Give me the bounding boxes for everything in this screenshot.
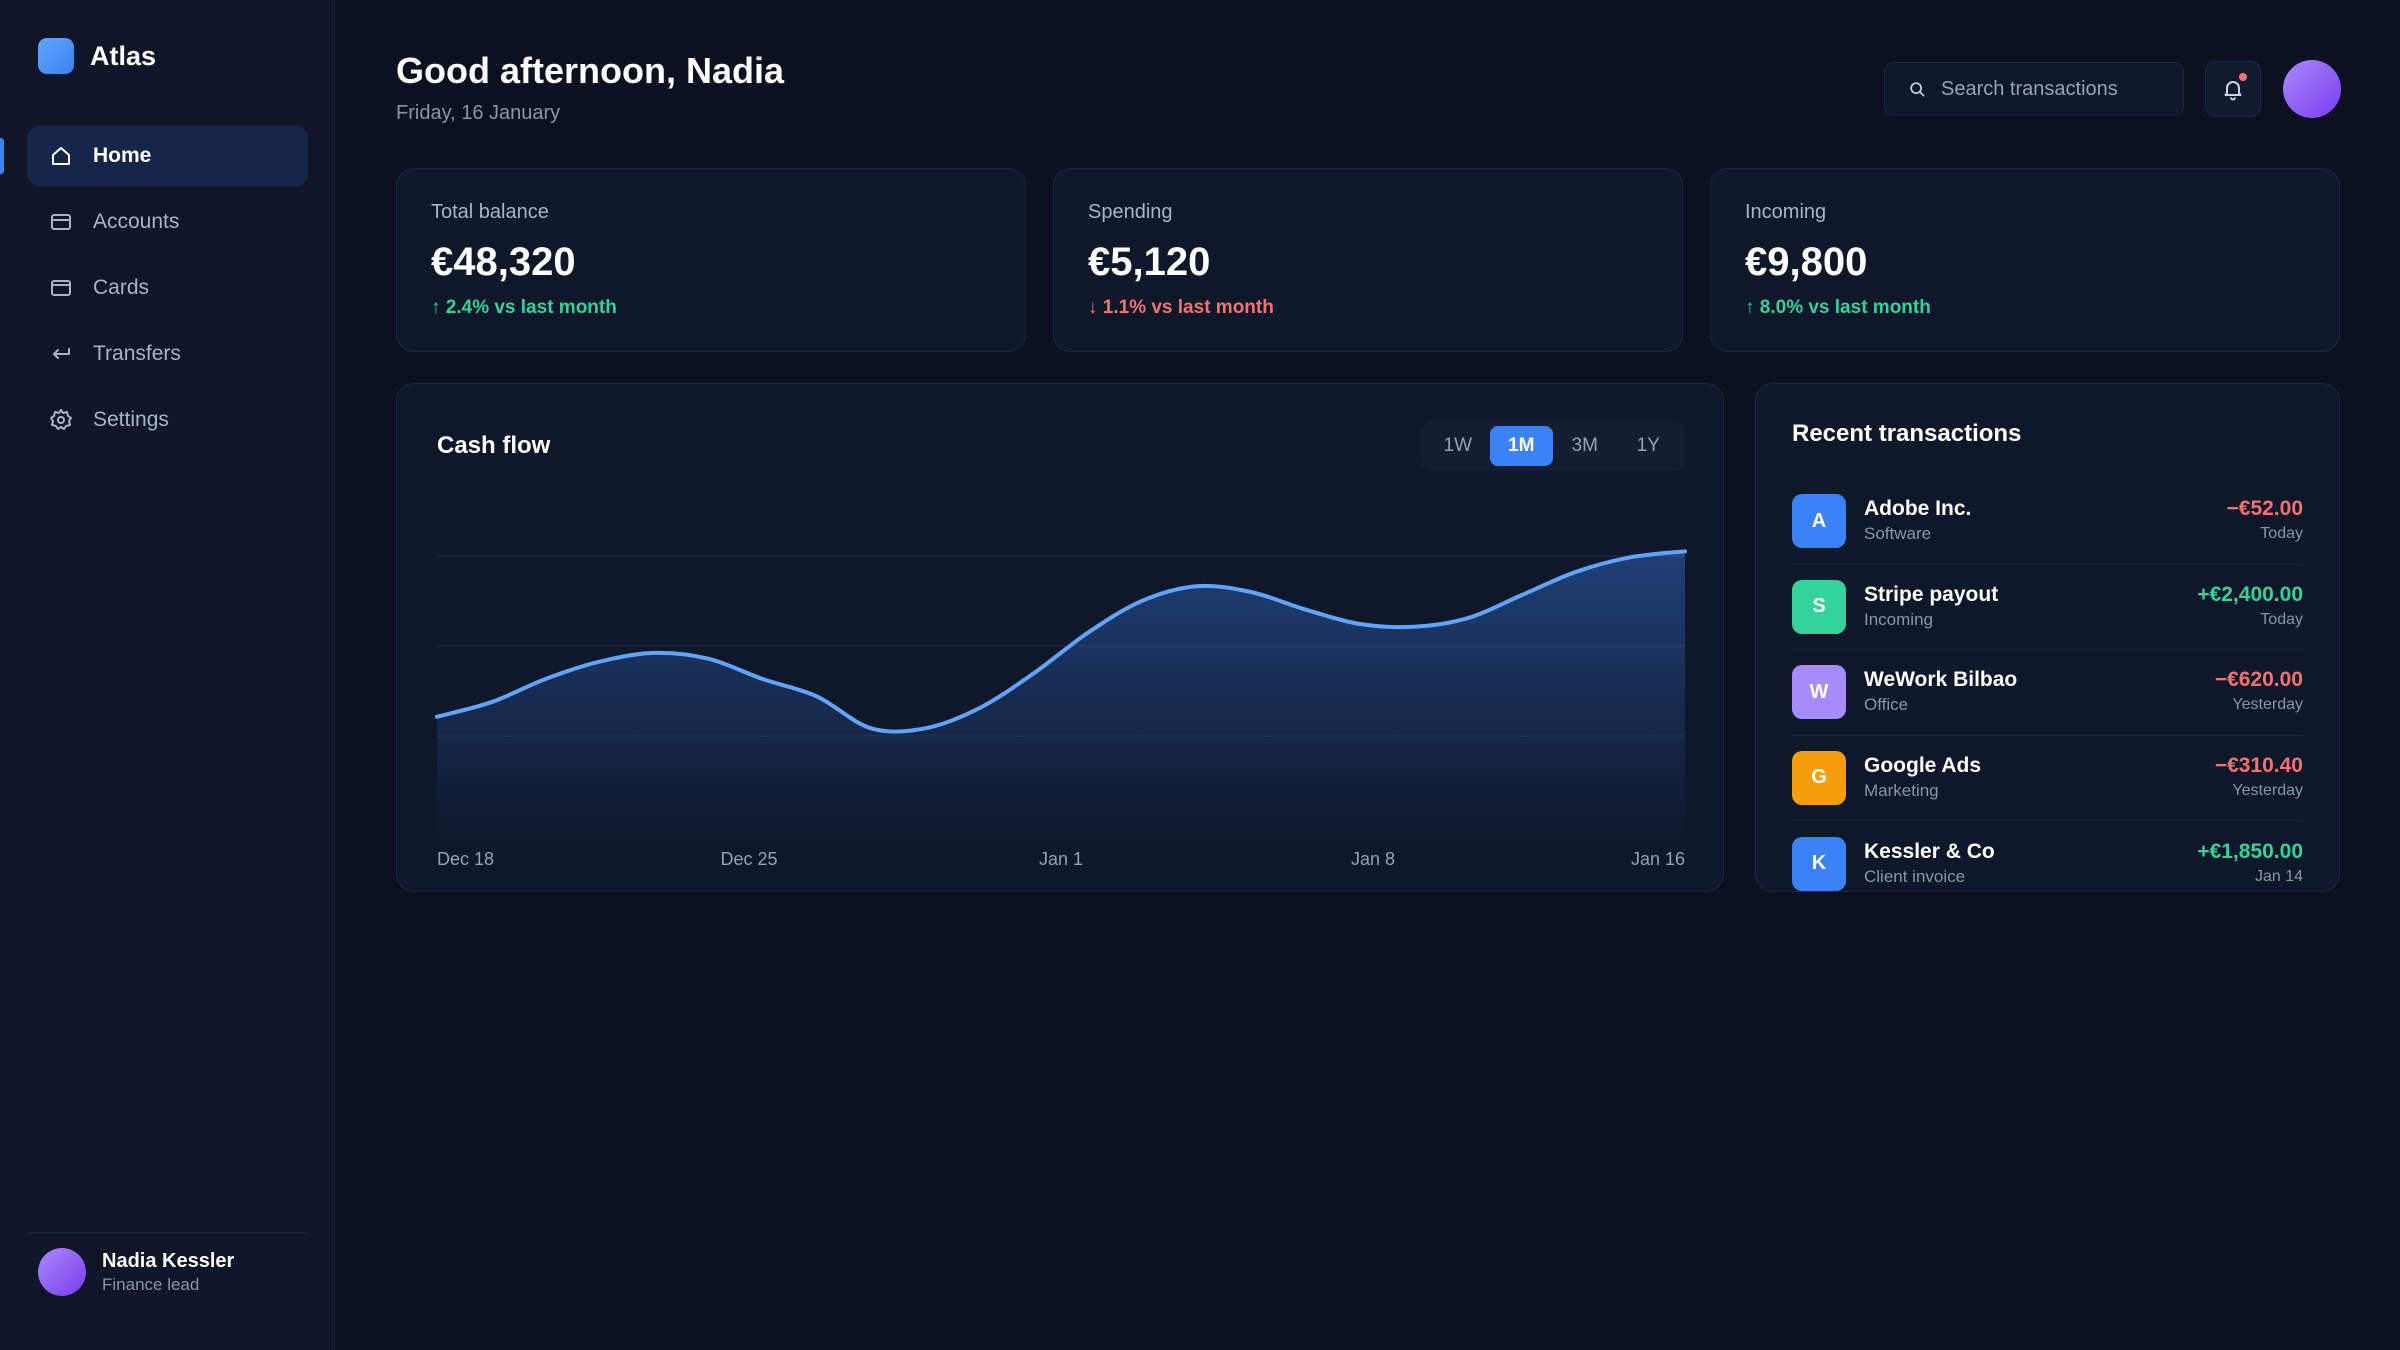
transaction-category: Incoming [1864, 609, 1933, 629]
transaction-name: WeWork Bilbao [1864, 668, 2018, 692]
transaction-category: Software [1864, 524, 1932, 544]
sidebar: Atlas Home Accounts Cards Transfers Sett… [0, 0, 335, 1350]
sidebar-nav: Home Accounts Cards Transfers Settings [27, 126, 308, 456]
cashflow-area [437, 551, 1685, 844]
credit-card-icon [51, 280, 71, 296]
merchant-avatar: W [1792, 665, 1846, 720]
merchant-avatar: K [1792, 836, 1846, 891]
x-tick-label: Jan 16 [1631, 849, 1685, 869]
search-input[interactable] [1941, 77, 2161, 101]
transaction-amount: +€2,400.00 [2197, 582, 2303, 606]
stat-card-total-balance: Total balance €48,320 ↑ 2.4% vs last mon… [396, 168, 1026, 352]
profile-name: Nadia Kessler [102, 1250, 235, 1272]
page-date: Friday, 16 January [396, 102, 561, 124]
x-tick-label: Jan 1 [1039, 849, 1083, 869]
bell-icon [2224, 81, 2242, 101]
transaction-time: Jan 14 [2254, 867, 2303, 885]
stat-card-spending: Spending €5,120 ↓ 1.1% vs last month [1053, 168, 1683, 352]
list-item[interactable]: G Google Ads Marketing −€310.40 Yesterda… [1792, 736, 2303, 821]
stat-label: Total balance [431, 201, 549, 223]
x-tick-label: Dec 18 [437, 849, 494, 869]
range-button-1m[interactable]: 1M [1489, 426, 1553, 466]
brand-name: Atlas [90, 40, 157, 71]
transaction-name: Google Ads [1864, 753, 1982, 777]
active-nav-indicator [0, 138, 4, 174]
user-avatar-button[interactable] [2283, 60, 2341, 118]
sidebar-item-accounts[interactable]: Accounts [27, 192, 308, 252]
sidebar-item-label: Transfers [93, 342, 181, 365]
transaction-name: Adobe Inc. [1864, 497, 1972, 521]
range-button-1w[interactable]: 1W [1443, 435, 1473, 456]
transaction-category: Client invoice [1864, 866, 1966, 886]
transaction-category: Office [1864, 695, 1909, 715]
stat-delta: ↑ 8.0% vs last month [1745, 297, 1931, 318]
transaction-name: Kessler & Co [1864, 839, 1995, 863]
stat-label: Spending [1088, 201, 1173, 223]
transaction-time: Today [2260, 525, 2303, 543]
transaction-time: Yesterday [2232, 696, 2303, 714]
gear-icon [50, 409, 72, 430]
list-item[interactable]: W WeWork Bilbao Office −€620.00 Yesterda… [1792, 650, 2303, 736]
sidebar-item-cards[interactable]: Cards [27, 258, 308, 318]
transaction-time: Yesterday [2232, 781, 2303, 799]
sidebar-item-label: Cards [93, 276, 150, 299]
transaction-time: Today [2260, 610, 2303, 628]
chart-title: Cash flow [437, 432, 551, 459]
sidebar-item-label: Accounts [93, 210, 180, 233]
sidebar-divider [27, 1232, 307, 1233]
transaction-amount: +€1,850.00 [2197, 839, 2303, 863]
stat-delta: ↓ 1.1% vs last month [1088, 297, 1274, 318]
transaction-name: Stripe payout [1864, 582, 1999, 606]
sidebar-item-settings[interactable]: Settings [27, 390, 308, 450]
transaction-amount: −€52.00 [2226, 497, 2304, 521]
profile-role: Finance lead [102, 1275, 200, 1294]
range-selector: 1W 1M 3M 1Y [1421, 421, 1685, 471]
transactions-title: Recent transactions [1792, 420, 2022, 447]
page-title: Good afternoon, Nadia [396, 50, 785, 91]
merchant-avatar: A [1792, 494, 1846, 549]
stat-card-incoming: Incoming €9,800 ↑ 8.0% vs last month [1710, 168, 2340, 352]
atlas-logo-icon [38, 38, 74, 74]
cashflow-card: Dec 18 Dec 25 Jan 1 Jan 8 Jan 16 Cash flow 1… [396, 383, 1724, 892]
sidebar-item-label: Home [93, 144, 152, 167]
stat-value: €9,800 [1745, 240, 1868, 284]
transaction-amount: −€620.00 [2214, 668, 2303, 692]
user-profile[interactable]: Nadia Kessler Finance lead [38, 1248, 234, 1296]
merchant-avatar: G [1792, 750, 1846, 805]
transaction-amount: −€310.40 [2214, 753, 2303, 777]
sidebar-item-home[interactable]: Home [27, 126, 308, 186]
merchant-avatar: S [1792, 579, 1846, 634]
stat-value: €5,120 [1088, 240, 1211, 284]
sidebar-item-label: Settings [93, 408, 169, 431]
stat-label: Incoming [1745, 201, 1827, 223]
list-item[interactable]: A Adobe Inc. Software −€52.00 Today [1792, 479, 2303, 565]
avatar [38, 1248, 86, 1296]
x-tick-label: Dec 25 [720, 849, 777, 869]
x-tick-label: Jan 8 [1351, 849, 1395, 869]
stat-value: €48,320 [431, 240, 576, 284]
stat-delta: ↑ 2.4% vs last month [431, 297, 617, 318]
notification-dot [2239, 73, 2247, 81]
range-button-3m[interactable]: 3M [1571, 435, 1598, 456]
recent-transactions-card: Recent transactions A Adobe Inc. Softwar… [1755, 383, 2340, 892]
search-icon [1910, 82, 1925, 97]
list-item[interactable]: S Stripe payout Incoming +€2,400.00 Toda… [1792, 565, 2303, 650]
list-item[interactable]: K Kessler & Co Client invoice +€1,850.00… [1792, 821, 2303, 907]
wallet-icon [51, 214, 71, 230]
search-box[interactable] [1884, 62, 2184, 116]
transfer-arrow-icon [53, 348, 70, 359]
sidebar-item-transfers[interactable]: Transfers [27, 324, 308, 384]
transactions-list: A Adobe Inc. Software −€52.00 Today S St… [1792, 479, 2303, 907]
range-button-1y[interactable]: 1Y [1636, 435, 1660, 456]
cashflow-line [435, 549, 1687, 734]
transaction-category: Marketing [1864, 780, 1939, 800]
home-icon [52, 147, 70, 165]
cashflow-chart: Dec 18 Dec 25 Jan 1 Jan 8 Jan 16 [435, 549, 1687, 869]
notifications-button[interactable] [2205, 61, 2261, 117]
brand[interactable]: Atlas [38, 38, 156, 74]
